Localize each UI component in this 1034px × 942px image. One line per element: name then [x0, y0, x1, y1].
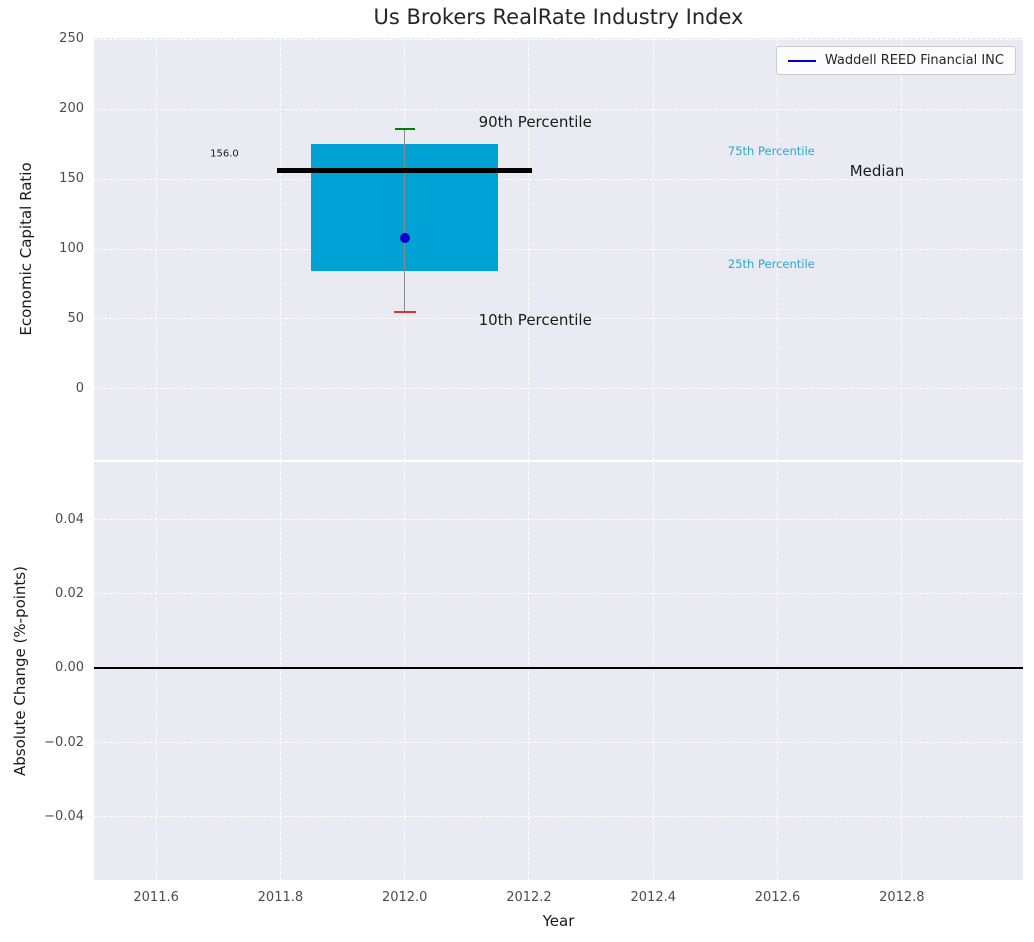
bottom-y-axis-label: Absolute Change (%-points): [11, 566, 29, 776]
annotation: 90th Percentile: [478, 112, 592, 131]
gridline-y: [94, 816, 1023, 818]
x-tick-label: 2012.8: [879, 890, 925, 905]
whisker-cap-10: [393, 310, 416, 314]
x-tick-label: 2011.8: [257, 890, 304, 905]
bottom-axes: [94, 462, 1023, 880]
gridline-x: [901, 462, 903, 880]
whisker-cap-90: [394, 127, 415, 131]
chart-title: Us Brokers RealRate Industry Index: [373, 5, 744, 29]
gridline-y: [94, 519, 1023, 521]
y-tick-label: −0.02: [44, 734, 84, 750]
y-tick-label: 50: [67, 310, 84, 326]
x-tick-label: 2012.0: [381, 890, 428, 905]
gridline-y: [94, 593, 1023, 595]
gridline-y: [94, 108, 1023, 110]
x-axis-label: Year: [542, 912, 575, 930]
x-tick-label: 2012.2: [506, 890, 552, 905]
y-tick-label: 0.02: [55, 585, 84, 601]
x-tick-label: 2012.6: [754, 890, 801, 905]
legend-line-sample: [787, 59, 816, 62]
whisker-line: [403, 128, 406, 312]
y-tick-label: 200: [59, 101, 84, 117]
annotation: 25th Percentile: [727, 257, 815, 272]
legend: Waddell REED Financial INC: [775, 46, 1016, 75]
x-tick-label: 2011.6: [133, 890, 179, 905]
y-tick-label: 0: [75, 380, 84, 396]
gridline-y: [94, 38, 1023, 40]
y-tick-label: 0.00: [55, 660, 84, 676]
gridline-x: [279, 462, 281, 880]
gridline-x: [155, 462, 157, 880]
y-tick-label: 250: [59, 31, 84, 47]
y-tick-label: 0.04: [55, 511, 84, 527]
annotation: Median: [849, 161, 905, 180]
gridline-x: [528, 462, 530, 880]
y-tick-label: 100: [59, 241, 84, 256]
company-dot: [399, 232, 410, 243]
annotation: 10th Percentile: [478, 311, 592, 330]
gridline-y: [94, 742, 1023, 744]
x-tick-label: 2012.4: [630, 890, 677, 905]
gridline-y: [94, 318, 1023, 320]
y-tick-label: −0.04: [44, 808, 84, 824]
gridline-y: [94, 388, 1023, 390]
legend-label: Waddell REED Financial INC: [824, 53, 1004, 68]
gridline-x: [404, 462, 406, 880]
annotation: 156.0: [210, 148, 239, 160]
median-line: [277, 168, 533, 174]
gridline-x: [777, 462, 779, 880]
gridline-y: [94, 248, 1023, 250]
zero-line: [94, 667, 1023, 669]
gridline-y: [94, 178, 1023, 180]
y-tick-label: 150: [59, 171, 84, 187]
annotation: 75th Percentile: [727, 144, 815, 159]
gridline-x: [652, 462, 654, 880]
